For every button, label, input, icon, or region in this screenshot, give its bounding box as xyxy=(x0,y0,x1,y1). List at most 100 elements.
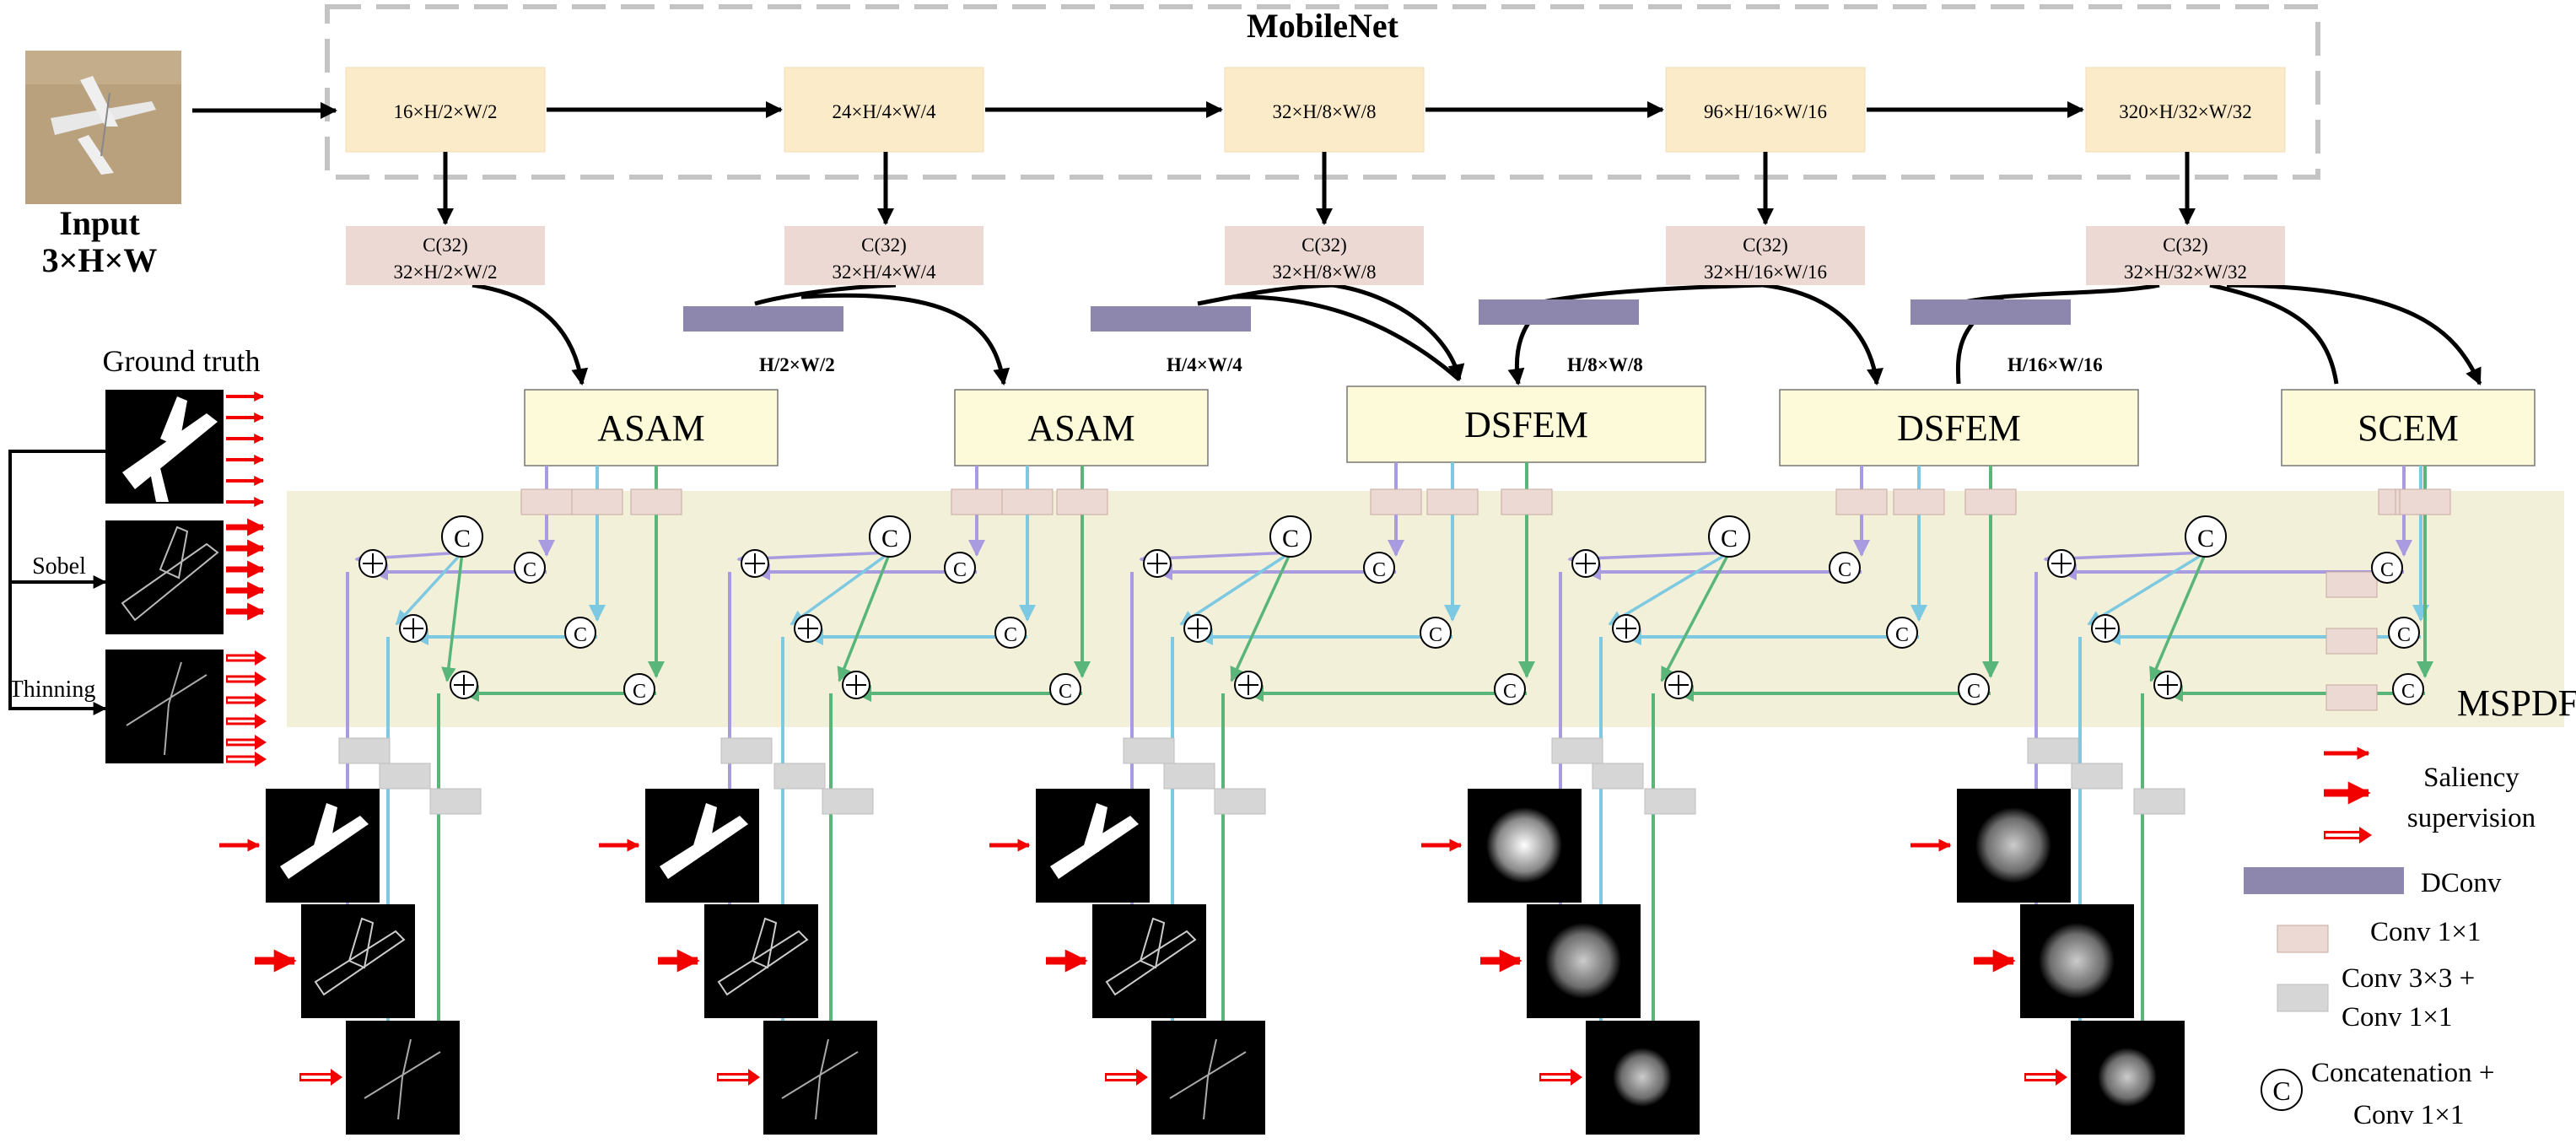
conv1x1-box xyxy=(1056,488,1108,515)
legend-concat-1: Concatenation + xyxy=(2311,1058,2494,1088)
output-map xyxy=(763,1021,877,1135)
conv3x3-box xyxy=(1644,788,1696,815)
output-map xyxy=(301,904,415,1018)
gt-sobel-image xyxy=(105,520,224,634)
dconv-block xyxy=(1091,306,1251,332)
legend: Saliency supervision DConv Conv 1×1 Conv… xyxy=(2244,747,2536,1130)
concat-op xyxy=(1420,617,1452,649)
skeleton-arrow-head xyxy=(2056,1069,2067,1086)
module-label: SCEM xyxy=(2358,407,2459,449)
gt-arrow-head xyxy=(255,752,267,767)
dconv-label: H/8×W/8 xyxy=(1567,354,1643,375)
legend-concat-2: Conv 1×1 xyxy=(2353,1100,2464,1130)
sum-symbol xyxy=(1188,618,1208,639)
encoder-label: 16×H/2×W/2 xyxy=(393,101,497,122)
output-shape xyxy=(1169,1038,1247,1120)
output-blob xyxy=(2039,923,2115,999)
concat-op xyxy=(1049,673,1081,705)
skeleton-arrow-head xyxy=(1136,1069,1148,1086)
concat-symbol: C xyxy=(1059,681,1072,703)
legend-conv1: Conv 1×1 xyxy=(2370,917,2481,947)
output-map xyxy=(1527,904,1641,1018)
sum-symbol xyxy=(1668,675,1689,695)
output-shape xyxy=(314,917,406,996)
conv3x3-box xyxy=(1551,737,1603,764)
feature-arrow xyxy=(754,283,1004,384)
concat-symbol: C xyxy=(953,559,967,581)
route-diagonal xyxy=(441,552,464,682)
concat-symbol: C xyxy=(1895,624,1909,646)
concat-op xyxy=(1494,673,1526,705)
legend-conv3-1: Conv 3×3 + xyxy=(2342,963,2475,994)
dconv-block xyxy=(683,306,843,332)
conv3x3-box xyxy=(1123,737,1175,764)
feature-arrow xyxy=(1197,283,1459,380)
concat-symbol: C xyxy=(2397,624,2411,646)
skeleton-arrow-head xyxy=(331,1069,342,1086)
conv-label: C(32) xyxy=(1301,235,1347,256)
legend-conv3-2: Conv 1×1 xyxy=(2342,1002,2452,1032)
gt-thinning-image xyxy=(105,650,224,763)
sum-symbol xyxy=(745,553,765,574)
route-diagonal xyxy=(1660,552,1731,682)
module-label: ASAM xyxy=(1027,407,1134,449)
module-label: ASAM xyxy=(597,407,704,449)
concat-op xyxy=(1886,617,1918,649)
output-blob xyxy=(1486,807,1562,883)
route-diagonal xyxy=(2149,552,2207,682)
gt-title: Ground truth xyxy=(103,344,261,378)
conv3x3-box xyxy=(2133,788,2185,815)
output-blob xyxy=(2098,1048,2157,1107)
concat-symbol: C xyxy=(1282,525,1299,553)
concat-symbol: C xyxy=(523,559,536,581)
sum-symbol xyxy=(454,675,474,695)
output-shape xyxy=(1105,917,1197,996)
concat-symbol: C xyxy=(2401,681,2415,703)
svg-text:C: C xyxy=(2272,1076,2290,1106)
dconv-block xyxy=(1479,299,1639,325)
conv1x1-box xyxy=(1835,488,1888,515)
concat-op xyxy=(623,673,655,705)
encoder-block xyxy=(1224,67,1425,153)
conv-label: C(32) xyxy=(423,235,468,256)
gt-arrow-head xyxy=(255,714,267,729)
dconv-label: H/4×W/4 xyxy=(1167,354,1242,375)
output-bg xyxy=(704,904,818,1018)
conv-block xyxy=(1225,226,1424,285)
conv1x1-box xyxy=(630,488,682,515)
sum-symbol xyxy=(1147,553,1167,574)
concat-op xyxy=(1708,515,1750,558)
sum-symbol xyxy=(798,618,818,639)
encoder-block xyxy=(2085,67,2286,153)
conv-label: C(32) xyxy=(2163,235,2208,256)
sum-symbol xyxy=(1238,675,1258,695)
output-shape xyxy=(781,1038,859,1120)
concat-symbol: C xyxy=(574,624,587,646)
concat-symbol: C xyxy=(1967,681,1981,703)
output-shape xyxy=(364,1038,441,1120)
output-shape xyxy=(717,917,809,996)
module-block xyxy=(1346,385,1706,463)
concat-op xyxy=(441,515,483,558)
conv3x3-box xyxy=(720,737,773,764)
conv-label: C(32) xyxy=(1743,235,1788,256)
conv-block xyxy=(784,226,984,285)
concat-op xyxy=(2371,552,2403,584)
conv1x1-box xyxy=(571,488,623,515)
output-map xyxy=(1468,789,1582,903)
concat-symbol: C xyxy=(633,681,646,703)
legend-saliency-2: supervision xyxy=(2407,803,2536,833)
mspdf-region xyxy=(287,491,2564,727)
route-diagonal xyxy=(1608,551,1730,626)
conv1x1-box xyxy=(1964,488,2017,515)
output-blob xyxy=(1975,807,2051,883)
dconv-block xyxy=(1910,299,2071,325)
legend-conv3-swatch xyxy=(2277,984,2329,1012)
gt-arrow-head xyxy=(255,650,267,666)
conv-size: 32×H/16×W/16 xyxy=(1704,261,1827,283)
conv1x1-box xyxy=(1893,488,1945,515)
output-bg xyxy=(301,904,415,1018)
concat-symbol: C xyxy=(1721,525,1738,553)
conv1x1-box xyxy=(2325,571,2378,598)
legend-dconv-swatch xyxy=(2244,867,2404,894)
